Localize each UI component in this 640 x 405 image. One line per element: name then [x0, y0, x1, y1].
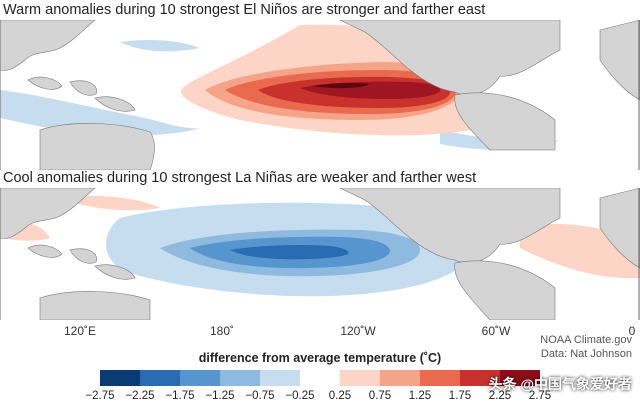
legend-swatch: [140, 370, 180, 386]
watermark: 头条 @中国气象爱好者: [488, 376, 632, 392]
credit-data: Data: Nat Johnson: [540, 348, 632, 360]
credit-source: NOAA Climate.gov: [540, 334, 632, 346]
legend-tick-label: −0.25: [285, 390, 315, 402]
legend-swatch: [300, 370, 340, 386]
legend-tick-label: −1.75: [165, 390, 195, 402]
legend-title: difference from average temperature (˚C): [198, 351, 442, 365]
legend-tick-label: 2.75: [528, 390, 552, 402]
longitude-label-60w: 60˚W: [481, 324, 511, 338]
legend-tick-label: −2.25: [125, 390, 155, 402]
longitude-label-180: 180˚: [209, 324, 235, 338]
legend-tick-label: −1.25: [205, 390, 235, 402]
legend-tick-label: 1.25: [408, 390, 432, 402]
legend-swatch: [220, 370, 260, 386]
longitude-label-0: 0: [628, 324, 636, 338]
legend-tick-label: 0.75: [368, 390, 392, 402]
legend-swatch: [260, 370, 300, 386]
legend-swatch: [500, 370, 540, 386]
legend-tick-label: −0.75: [245, 390, 275, 402]
legend-tick-label: 0.25: [328, 390, 352, 402]
legend-swatch: [420, 370, 460, 386]
legend-swatch: [380, 370, 420, 386]
legend-swatch: [180, 370, 220, 386]
longitude-label-120e: 120˚E: [63, 324, 97, 338]
la-nina-map: [0, 188, 640, 338]
legend-swatch: [460, 370, 500, 386]
legend-swatch: [340, 370, 380, 386]
legend-tick-label: 2.25: [488, 390, 512, 402]
el-nino-panel-title: Warm anomalies during 10 strongest El Ni…: [3, 2, 486, 18]
longitude-label-120w: 120˚W: [340, 324, 376, 338]
legend-colorbar: [100, 370, 540, 386]
legend-tick-label: 1.75: [448, 390, 472, 402]
legend-tick-label: −2.75: [85, 390, 115, 402]
la-nina-panel-title: Cool anomalies during 10 strongest La Ni…: [3, 170, 477, 186]
el-nino-map: [0, 20, 640, 170]
legend-swatch: [100, 370, 140, 386]
